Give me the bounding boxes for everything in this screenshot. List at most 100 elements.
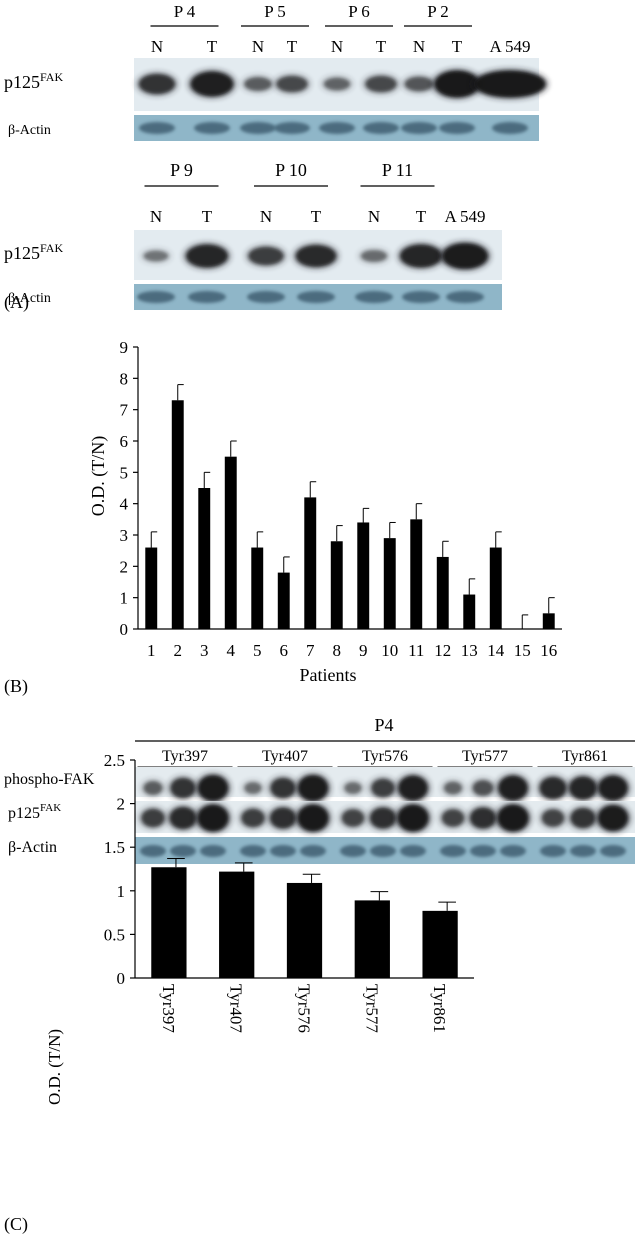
actin-band	[370, 845, 396, 857]
panel-c-x-tick-label: Tyr407	[227, 984, 246, 1033]
phospho-band	[267, 776, 299, 800]
blot2-actin-band	[355, 291, 393, 303]
blot2-patient-label: P 10	[275, 160, 307, 180]
panel-c-y-tick-label: 1	[117, 882, 126, 901]
blot2-lane-label: N	[368, 207, 380, 226]
blot2-fak-band	[183, 242, 231, 270]
panel-c-y-tick-label: 2.5	[104, 751, 125, 770]
actin-band	[140, 845, 166, 857]
blot1-lane-label: N	[331, 37, 343, 56]
panel-b-bar	[304, 497, 317, 629]
phospho-band	[595, 773, 631, 803]
panel-c-patient: P4	[374, 715, 393, 735]
fak-band	[167, 805, 199, 831]
blot1-patient-label: P 6	[348, 2, 370, 21]
panel-b-label: (B)	[4, 676, 28, 697]
fak-band	[339, 807, 367, 829]
panel-b-x-tick-label: 4	[227, 641, 236, 660]
fak-band	[539, 807, 567, 829]
panel-b-bar	[436, 556, 449, 629]
blot1-fak-band	[472, 69, 548, 99]
actin-band	[170, 845, 196, 857]
blot1-lane-label: T	[287, 37, 298, 56]
blot1-actin-band	[240, 122, 276, 134]
panel-b-bar	[171, 400, 184, 629]
blot2-patient-label: P 11	[382, 160, 413, 180]
phospho-band	[495, 773, 531, 803]
blot2-row1-label: p125FAK	[4, 241, 63, 263]
panel-c-bar	[219, 871, 255, 978]
panel-b-bar	[410, 519, 423, 629]
fak-band	[267, 805, 299, 831]
fak-band	[567, 806, 599, 830]
actin-band	[470, 845, 496, 857]
phospho-band	[395, 773, 431, 803]
blot1-fak-band	[401, 74, 437, 94]
panel-c-row1-label: phospho-FAK	[4, 771, 95, 788]
panel-b-y-tick-label: 1	[120, 589, 129, 608]
blot2-fak-band	[358, 248, 390, 264]
blot1-lane-label: A 549	[489, 37, 530, 56]
actin-band	[600, 845, 626, 857]
panel-c-site-label: Tyr407	[262, 748, 308, 765]
panel-b-x-tick-label: 16	[540, 641, 557, 660]
phospho-band	[368, 777, 398, 799]
blot1-actin-band	[319, 122, 355, 134]
fak-band	[195, 803, 231, 833]
panel-c-x-tick-label: Tyr576	[295, 984, 314, 1033]
panel-b-x-tick-label: 1	[147, 641, 156, 660]
panel-c-x-tick-label: Tyr397	[159, 984, 178, 1033]
panel-b-bar	[542, 613, 555, 629]
blot1-fak-band	[321, 75, 353, 93]
blot1-patient-label: P 5	[264, 2, 286, 21]
panel-b-x-tick-label: 2	[174, 641, 183, 660]
blot2-actin-band	[297, 291, 335, 303]
panel-b-bar	[251, 547, 264, 629]
actin-band	[240, 845, 266, 857]
actin-band	[300, 845, 326, 857]
blot1-lane-label: T	[452, 37, 463, 56]
panel-b-y-tick-label: 5	[120, 463, 129, 482]
blot2-fak-band	[293, 243, 339, 269]
blot1-lane-label: N	[151, 37, 163, 56]
blot2-lane-label: N	[260, 207, 272, 226]
panel-b-bar	[383, 538, 396, 629]
blot1-actin-band	[363, 122, 399, 134]
actin-band	[200, 845, 226, 857]
phospho-band	[469, 778, 497, 798]
panel-c-y-tick-label: 0.5	[104, 925, 125, 944]
blot2-fak-band	[397, 242, 445, 270]
panel-b-y-tick-label: 3	[120, 526, 129, 545]
blot1-row2-label: β-Actin	[8, 123, 51, 138]
panel-c-site-label: Tyr861	[562, 748, 608, 765]
blot1-lane-label: N	[413, 37, 425, 56]
panel-b-x-tick-label: 5	[253, 641, 262, 660]
blot1-patient-label: P 4	[174, 2, 196, 21]
blot1-actin-band	[139, 122, 175, 134]
fak-band	[495, 803, 531, 833]
fak-band	[467, 805, 499, 831]
blot2-fak-band	[439, 241, 491, 271]
blot1-fak-band	[362, 73, 400, 95]
blot1-actin-band	[439, 122, 475, 134]
panel-c-bar	[151, 867, 187, 978]
blot1-lane-label: N	[252, 37, 264, 56]
panel-c-y-tick-label: 0	[117, 969, 126, 988]
panel-b-x-tick-label: 13	[461, 641, 478, 660]
panel-b-bar	[198, 488, 211, 629]
phospho-band	[566, 774, 600, 802]
fak-band	[367, 805, 399, 831]
blot1-actin-band	[492, 122, 528, 134]
blot2-lane-label: N	[150, 207, 162, 226]
actin-band	[540, 845, 566, 857]
actin-band	[400, 845, 426, 857]
blot1-lane-label: T	[376, 37, 387, 56]
phospho-band	[537, 775, 569, 801]
panel-b-y-tick-label: 9	[120, 338, 129, 357]
blot2-lane-label: T	[416, 207, 427, 226]
actin-band	[440, 845, 466, 857]
phospho-band	[441, 779, 465, 797]
panel-b-y-tick-label: 2	[120, 557, 129, 576]
